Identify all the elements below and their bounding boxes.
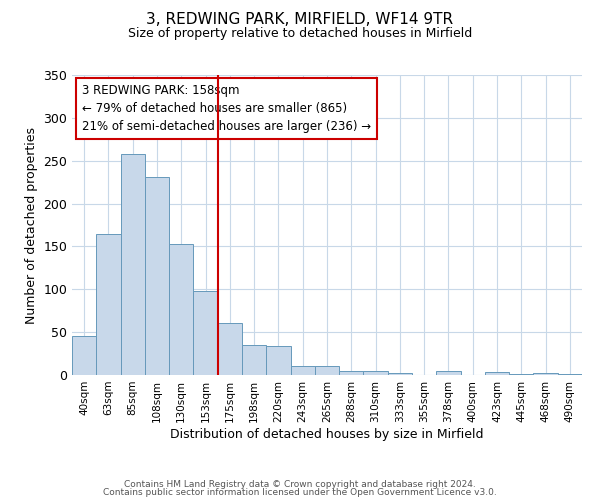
Bar — [485, 372, 509, 375]
Bar — [266, 346, 290, 375]
Bar — [533, 374, 558, 375]
Y-axis label: Number of detached properties: Number of detached properties — [25, 126, 38, 324]
Bar — [388, 374, 412, 375]
Bar — [558, 374, 582, 375]
Bar — [193, 291, 218, 375]
Text: Contains public sector information licensed under the Open Government Licence v3: Contains public sector information licen… — [103, 488, 497, 497]
Bar — [242, 345, 266, 375]
Text: 3 REDWING PARK: 158sqm
← 79% of detached houses are smaller (865)
21% of semi-de: 3 REDWING PARK: 158sqm ← 79% of detached… — [82, 84, 371, 133]
Bar — [72, 336, 96, 375]
Bar — [218, 322, 242, 375]
Bar — [121, 154, 145, 375]
Bar — [169, 244, 193, 375]
Bar — [339, 370, 364, 375]
Bar — [436, 370, 461, 375]
Bar — [315, 366, 339, 375]
Bar — [145, 177, 169, 375]
Text: 3, REDWING PARK, MIRFIELD, WF14 9TR: 3, REDWING PARK, MIRFIELD, WF14 9TR — [146, 12, 454, 28]
Bar — [96, 234, 121, 375]
X-axis label: Distribution of detached houses by size in Mirfield: Distribution of detached houses by size … — [170, 428, 484, 440]
Bar — [290, 366, 315, 375]
Text: Size of property relative to detached houses in Mirfield: Size of property relative to detached ho… — [128, 28, 472, 40]
Bar — [364, 370, 388, 375]
Text: Contains HM Land Registry data © Crown copyright and database right 2024.: Contains HM Land Registry data © Crown c… — [124, 480, 476, 489]
Bar — [509, 374, 533, 375]
